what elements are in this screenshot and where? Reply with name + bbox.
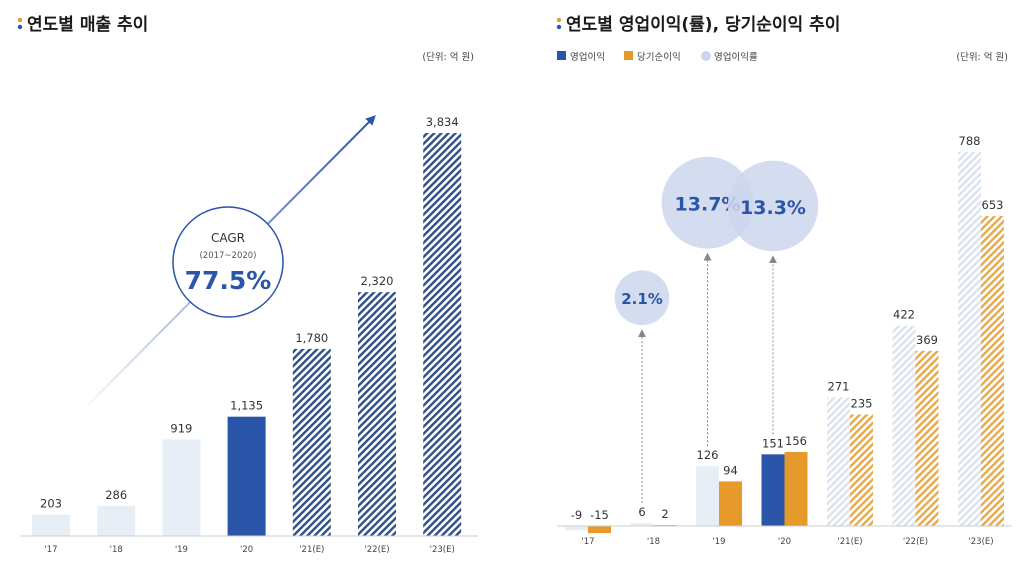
cagr-label: CAGR [211,231,245,245]
revenue-title-group: 연도별 매출 추이 [17,15,148,35]
revenue-x-tick: '19 [175,545,188,555]
revenue-bars [32,133,462,536]
legend-label-margin: 영업이익률 [714,51,758,63]
profit-x-tick: '17 [581,537,594,547]
net-income-bar [981,216,1004,526]
net-income-label: 2 [661,507,668,521]
operating-profit-bar [892,325,916,526]
revenue-chart: 연도별 매출 추이 (단위: 억 원) CAGR (2017~2020) 77.… [17,15,478,555]
net-income-bar [719,481,742,526]
revenue-value-label: 1,135 [230,399,263,413]
operating-profit-bar [761,454,785,526]
legend-swatch-net [624,51,633,60]
margin-bubble-label: 13.7% [675,194,741,216]
revenue-value-labels: 203 286 919 1,135 1,780 2,320 3,834 [40,115,459,511]
revenue-title: 연도별 매출 추이 [27,15,148,35]
margin-bubble [614,270,670,326]
profit-x-tick: '18 [647,537,660,547]
profit-legend: 영업이익 당기순이익 영업이익률 [557,51,758,63]
cagr-badge: CAGR (2017~2020) 77.5% [172,206,284,318]
revenue-bar [97,505,136,536]
operating-profit-bar [630,523,654,526]
revenue-value-label: 1,780 [295,331,328,345]
revenue-value-label: 203 [40,497,62,511]
profit-x-tick: '19 [712,537,725,547]
operating-profit-label: 151 [762,436,784,450]
net-income-bar [915,350,939,526]
revenue-x-tick: '22(E) [364,545,389,555]
margin-bubble-label: 2.1% [621,290,663,308]
profit-chart: 연도별 영업이익(률), 당기순이익 추이 영업이익 당기순이익 영업이익률 (… [556,15,1012,547]
revenue-value-label: 2,320 [361,274,394,288]
revenue-bar [162,439,201,536]
cagr-period: (2017~2020) [199,251,256,261]
profit-x-tick: '23(E) [968,537,993,547]
profit-title-group: 연도별 영업이익(률), 당기순이익 추이 [556,15,840,35]
operating-profit-label: -9 [571,508,582,522]
revenue-bar [292,348,331,536]
net-income-label: 653 [982,198,1004,212]
revenue-bar [227,416,266,536]
margin-bubble-label: 13.3% [740,197,806,219]
revenue-bar [423,133,462,536]
operating-profit-bar [696,466,719,526]
operating-profit-label: 126 [697,448,719,462]
title-dot-orange [556,17,562,23]
legend-swatch-margin [701,51,711,61]
cagr-value: 77.5% [185,266,272,295]
profit-x-tick: '21(E) [837,537,862,547]
title-dot-blue [17,24,23,30]
margin-bubble [727,160,819,252]
revenue-value-label: 3,834 [426,115,459,129]
net-income-bar [588,526,611,534]
legend-label-net: 당기순이익 [637,51,681,63]
title-dot-blue [556,24,562,30]
net-income-label: -15 [590,508,609,522]
cagr-circle [172,206,284,318]
profit-bars [565,152,1004,534]
net-income-label: 369 [916,333,938,347]
margin-arrows [638,252,777,504]
revenue-x-tick: '21(E) [299,545,324,555]
operating-profit-label: 422 [893,308,915,322]
operating-profit-bar [958,152,981,526]
revenue-x-tick: '17 [44,545,57,555]
revenue-value-label: 919 [170,421,192,435]
profit-title: 연도별 영업이익(률), 당기순이익 추이 [566,15,840,35]
revenue-x-tick: '23(E) [430,545,455,555]
revenue-bar [358,292,396,536]
revenue-x-ticks: '17 '18 '19 '20 '21(E) '22(E) '23(E) [44,545,454,555]
net-income-label: 94 [723,463,738,477]
net-income-label: 156 [785,434,807,448]
operating-profit-label: 788 [959,134,981,148]
operating-profit-bar [827,397,850,526]
margin-bubble [661,156,754,249]
margin-bubbles: 2.1% 13.7% 13.3% [614,156,819,326]
net-income-bar [850,414,873,526]
revenue-value-label: 286 [105,488,127,502]
operating-profit-label: 271 [828,379,850,393]
revenue-x-tick: '20 [240,545,253,555]
title-dot-orange [17,17,23,23]
profit-x-tick: '20 [778,537,791,547]
profit-unit-label: (단위: 억 원) [956,51,1008,63]
legend-swatch-operating [557,51,566,60]
revenue-unit-label: (단위: 억 원) [422,51,474,63]
operating-profit-bar [565,526,588,531]
legend-label-operating: 영업이익 [570,51,605,63]
net-income-label: 235 [851,396,873,410]
revenue-bar [32,514,70,536]
revenue-x-tick: '18 [110,545,123,555]
profit-x-tick: '22(E) [903,537,928,547]
profit-x-ticks: '17 '18 '19 '20 '21(E) '22(E) '23(E) [581,537,993,547]
operating-profit-label: 6 [638,505,645,519]
net-income-bar [784,451,808,526]
